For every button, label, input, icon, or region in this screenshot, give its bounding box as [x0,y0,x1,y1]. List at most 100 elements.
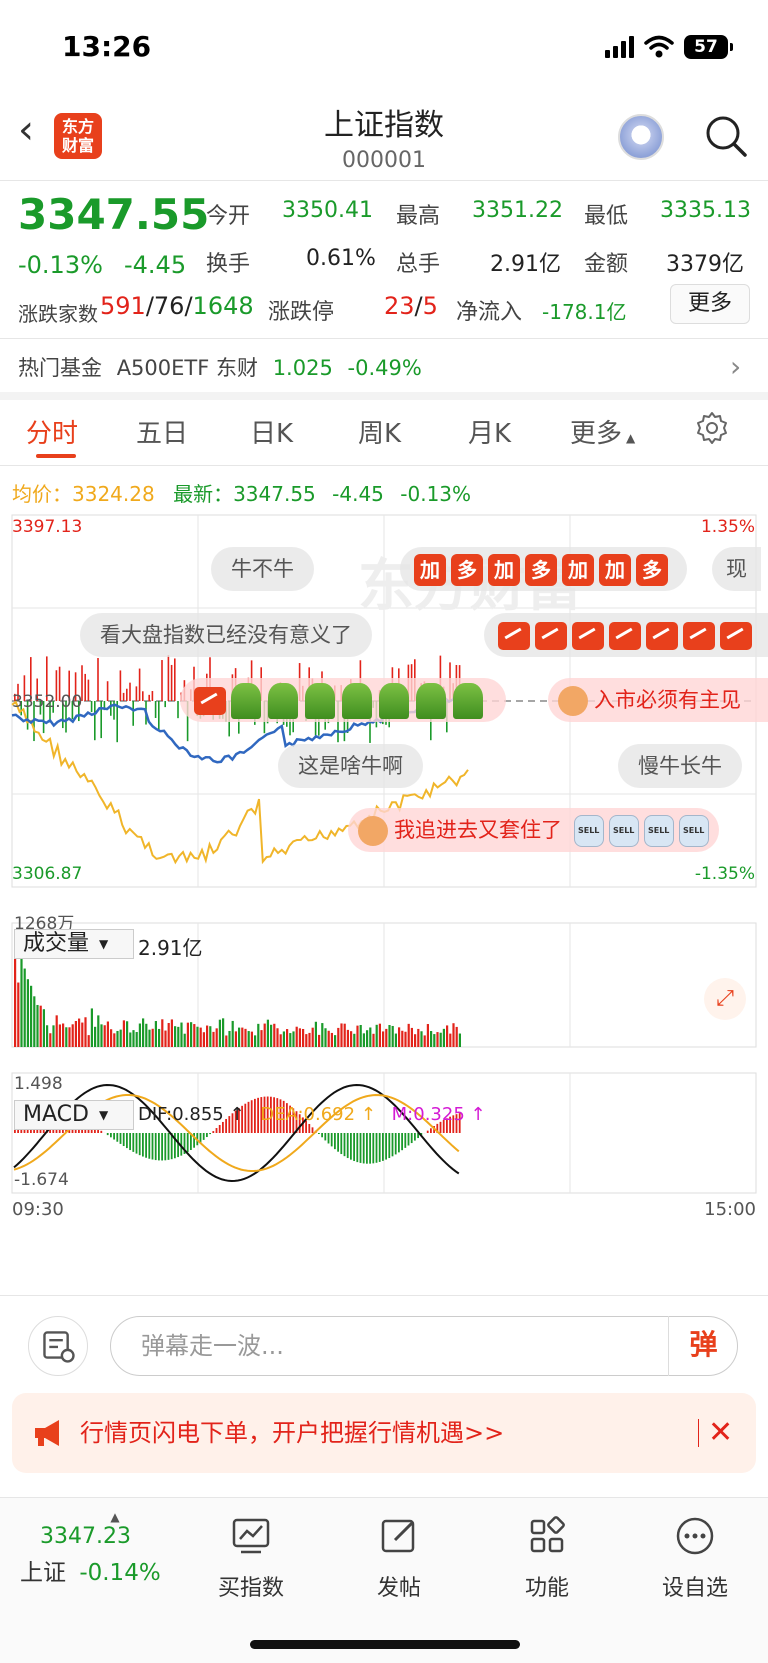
tab-intraday[interactable]: 分时 [26,419,79,449]
macd-bar [452,1115,455,1133]
danmu-1[interactable]: 牛不牛 [211,547,314,591]
buy-index-button[interactable]: 买指数 [196,1516,306,1602]
danmu-6[interactable]: 这是啥牛啊 [278,744,423,788]
volume-bar [39,1005,42,1047]
tick-bar [151,691,154,701]
functions-button[interactable]: 功能 [492,1516,602,1602]
sell-emoji-icon: SELL [608,815,639,847]
macd-selector-label: MACD [23,1102,89,1127]
danmu-send-button[interactable]: 弹 [668,1316,738,1376]
tick-bar [65,701,67,733]
volume-bar [378,1023,381,1047]
leek-icon [305,683,335,719]
macd-selector[interactable]: MACD ▼ [14,1100,134,1130]
sep-2: / [184,292,193,320]
macd-bar [359,1133,362,1163]
tab-weekly-k[interactable]: 周K [358,419,402,449]
post-button[interactable]: 发帖 [344,1516,454,1602]
netflow-label: 净流入 [456,300,523,325]
volume-bar [263,1023,266,1047]
macd-bar [295,1111,298,1133]
volume-bar [193,1024,196,1047]
volume-value: 2.91亿 [490,252,561,277]
index-switcher[interactable]: ▲ 3347.23 上证 -0.14% [20,1510,180,1587]
sep-3: / [414,292,423,320]
gear-icon[interactable] [694,410,730,446]
caret-icon: ▲ [626,431,636,445]
danmu-8[interactable]: 我追进去又套住了 SELL SELL SELL SELL [348,808,719,852]
macd-bar [455,1114,458,1133]
macd-bar [407,1133,410,1146]
tab-5day[interactable]: 五日 [136,419,189,449]
promo-banner[interactable]: 行情页闪电下单，开户把握行情机遇>> ✕ [12,1393,756,1473]
tab-monthly-k[interactable]: 月K [468,419,512,449]
tab-more[interactable]: 更多 ▲ [570,413,635,450]
danmu-5[interactable]: 入市必须有主见 [548,678,768,722]
badge-icon-6: 加 [599,554,631,586]
battery-icon: 57 [684,35,733,59]
macd-bar [414,1133,416,1141]
wifi-icon [644,35,674,58]
volume-bar [30,985,33,1047]
volume-bar [295,1026,298,1047]
tick-bar [158,701,160,732]
chevron-right-icon[interactable]: › [730,350,742,383]
pct-top-label: 1.35% [701,517,755,537]
macd-bar [183,1133,186,1154]
volume-bar [366,1030,369,1047]
limit-up: 23 [384,292,415,320]
volume-bar [420,1031,423,1047]
volume-bar [174,1026,177,1047]
latest-label: 最新： [173,482,234,506]
volume-bar [222,1018,225,1047]
danmu-leeks[interactable] [180,678,506,722]
robot-assistant-icon[interactable] [618,114,664,160]
danmu-4[interactable]: 看大盘指数已经没有意义了 [80,613,372,657]
danmu-7[interactable]: 慢牛长牛 [618,744,742,788]
bottom-index-name: 上证 [20,1560,66,1586]
macd-bar [148,1133,151,1159]
page-title: 上证指数 [324,108,444,143]
leek-icon [342,683,372,719]
more-button[interactable]: 更多 [670,284,750,324]
volume-bar [177,1026,180,1047]
danmu-3[interactable]: 现 [712,547,761,591]
tick-bar [46,656,48,701]
macd-bar [289,1105,291,1133]
tick-bar [49,701,51,720]
volume-bar [308,1032,311,1047]
close-icon[interactable]: ✕ [708,1415,734,1450]
latest-chg: -4.45 [332,482,384,506]
volume-bar [209,1026,212,1047]
volume-bar [289,1033,292,1047]
macd-bar [430,1128,432,1133]
eastmoney-logo[interactable]: 东方 财富 [54,113,102,159]
expand-icon[interactable]: ⤢ [704,978,746,1020]
macd-bar [154,1133,157,1161]
promo-divider [698,1419,699,1447]
macd-bar [209,1133,211,1135]
macd-bar [369,1133,371,1164]
danmu-settings-icon[interactable] [28,1316,88,1376]
danmu-2[interactable]: 加多加多加加多 [400,547,687,591]
search-icon[interactable] [704,114,748,158]
tick-bar [87,679,90,701]
volume-bar [113,1033,116,1047]
volume-bar [305,1034,308,1047]
volume-bar [241,1027,244,1047]
volume-bars [14,932,461,1047]
add-watchlist-button[interactable]: 设自选 [640,1516,750,1602]
danmu-input[interactable]: 弹幕走一波... [110,1316,738,1376]
tab-daily-k[interactable]: 日K [250,419,294,449]
hot-fund-row[interactable]: 热门基金 A500ETF 东财 1.025 -0.49% [18,352,422,382]
volume-bar [324,1028,327,1047]
volume-bar [68,1027,71,1047]
volume-bar [298,1028,301,1047]
macd-bar [350,1133,352,1160]
current-price: 3347.55 [18,190,210,239]
volume-selector[interactable]: 成交量 ▼ [14,929,134,959]
macd-bar [366,1133,368,1164]
volume-bar [132,1030,135,1047]
back-button[interactable]: ‹ [18,107,34,153]
danmu-up-tags[interactable] [484,613,768,657]
